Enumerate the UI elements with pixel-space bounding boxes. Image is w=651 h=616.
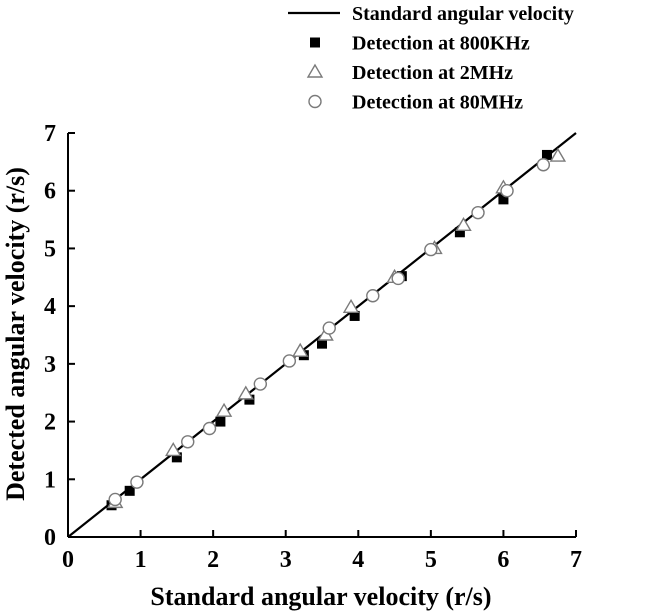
legend-label: Standard angular velocity: [352, 3, 574, 25]
legend-label: Detection at 80MHz: [352, 92, 523, 114]
y-tick-label: 1: [44, 467, 56, 493]
data-point-square: [317, 338, 327, 349]
x-axis-ticks: 0 1 2 3 4 5 6 7: [62, 530, 582, 573]
data-point-circle: [471, 205, 485, 220]
y-tick-label: 5: [44, 236, 56, 262]
data-point-circle: [108, 492, 122, 507]
y-axis-title: Detected angular velocity (r/s): [1, 167, 30, 501]
y-tick-label: 2: [44, 410, 56, 436]
plot-area: [67, 133, 576, 538]
legend-label: Detection at 2MHz: [352, 62, 513, 84]
data-point-triangle: [342, 298, 360, 313]
y-tick-label: 3: [44, 352, 56, 378]
legend-item: Standard angular velocity: [288, 3, 574, 25]
data-point-square: [124, 485, 135, 496]
legend-label: Detection at 800KHz: [352, 33, 530, 55]
data-point-circle: [536, 158, 551, 172]
data-point-square: [244, 394, 255, 405]
data-point-circle: [130, 475, 144, 489]
series-points-3: [108, 158, 551, 507]
data-point-triangle: [237, 385, 255, 400]
data-point-circle: [322, 321, 336, 335]
x-tick-label: 0: [62, 547, 74, 573]
data-point-triangle: [165, 442, 182, 457]
data-point-square: [215, 416, 226, 427]
data-point-triangle: [292, 342, 309, 357]
y-axis-ticks: 0 1 2 3 4 5 6 7: [44, 121, 75, 551]
y-tick-label: 6: [44, 179, 56, 205]
y-tick-label: 4: [44, 294, 56, 320]
data-point-circle: [500, 184, 514, 198]
legend-marker-swatch: [306, 63, 324, 78]
x-tick-label: 7: [570, 547, 582, 573]
data-point-triangle: [455, 216, 472, 232]
data-point-circle: [391, 271, 405, 286]
legend: Standard angular velocity Detection at 80…: [288, 3, 574, 114]
series-layer: [67, 132, 577, 538]
legend-item: Detection at 2MHz: [306, 62, 513, 84]
data-point-square: [454, 227, 465, 238]
data-point-circle: [424, 242, 438, 257]
legend-item: Detection at 80MHz: [308, 92, 523, 114]
x-axis-title: Standard angular velocity (r/s): [150, 582, 491, 611]
data-point-circle: [282, 354, 297, 368]
series-points-2: [106, 147, 567, 509]
x-tick-label: 6: [497, 547, 509, 573]
data-point-square: [349, 310, 360, 321]
data-point-square: [171, 452, 182, 463]
x-tick-label: 2: [207, 547, 219, 573]
x-tick-label: 3: [280, 547, 292, 573]
data-point-circle: [253, 377, 268, 391]
legend-marker-swatch: [310, 37, 320, 48]
x-tick-label: 5: [425, 547, 437, 573]
data-point-square: [541, 149, 552, 160]
data-point-circle: [202, 421, 217, 436]
legend-item: Detection at 800KHz: [310, 33, 530, 55]
x-tick-label: 4: [352, 547, 364, 573]
y-tick-label: 0: [44, 525, 56, 551]
data-point-circle: [181, 435, 195, 449]
data-point-square: [498, 194, 509, 205]
data-point-triangle: [215, 402, 233, 417]
data-point-circle: [366, 289, 380, 303]
x-tick-label: 1: [135, 547, 147, 573]
y-tick-label: 7: [44, 121, 56, 147]
legend-marker-swatch: [308, 94, 322, 109]
data-point-triangle: [549, 147, 567, 162]
